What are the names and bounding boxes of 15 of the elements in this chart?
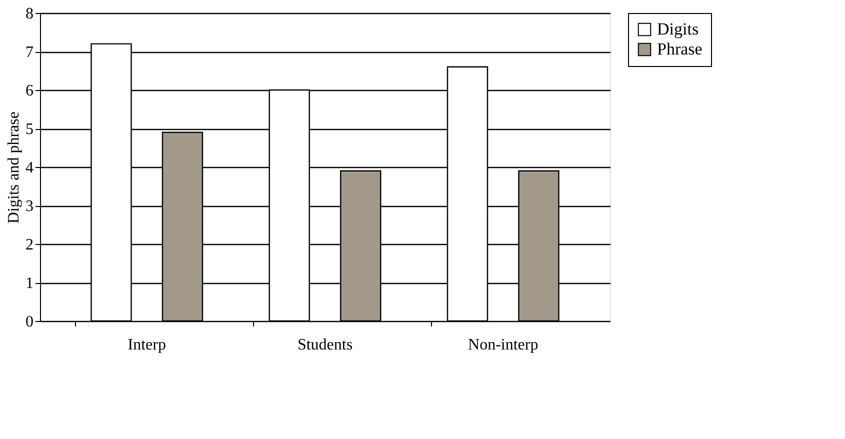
y-tick-label: 5 (26, 121, 34, 138)
x-tick-label: Interp (128, 336, 166, 354)
y-tick-label: 0 (26, 314, 34, 330)
x-tick-label: Non-interp (468, 336, 538, 354)
y-tick-label: 7 (26, 44, 34, 61)
y-tick-label: 1 (26, 275, 34, 292)
x-tick-label: Students (297, 336, 353, 354)
y-tick-label: 8 (26, 6, 34, 22)
legend-label: Phrase (657, 40, 702, 58)
y-tick-label: 4 (26, 160, 34, 176)
legend-label: Digits (657, 20, 699, 38)
y-tick-label: 6 (26, 82, 34, 100)
y-axis-title: Digits and phrase (6, 112, 22, 224)
y-tick-label: 2 (26, 236, 34, 254)
y-tick-label: 3 (26, 198, 34, 215)
